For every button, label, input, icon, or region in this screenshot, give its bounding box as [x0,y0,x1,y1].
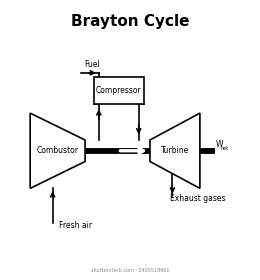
Text: Brayton Cycle: Brayton Cycle [71,14,189,29]
Polygon shape [150,113,200,188]
Text: W: W [216,140,224,150]
Text: Fresh air: Fresh air [59,221,92,230]
Polygon shape [30,113,85,188]
Text: net: net [220,146,229,151]
Bar [94,77,144,104]
Text: Exhaust gases: Exhaust gases [170,194,225,203]
Text: Combustor: Combustor [37,146,79,155]
Text: Compressor: Compressor [96,86,142,95]
Text: Turbine: Turbine [161,146,189,155]
Text: shutterstock.com · 2405518961: shutterstock.com · 2405518961 [91,268,169,273]
Text: Fuel: Fuel [84,60,100,69]
